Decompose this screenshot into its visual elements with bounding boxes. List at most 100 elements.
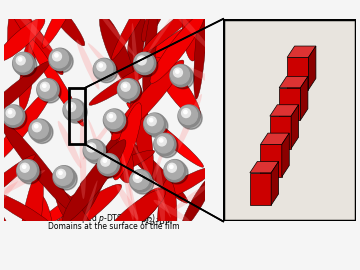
Ellipse shape [28,37,84,126]
Circle shape [144,114,163,133]
Circle shape [67,103,76,112]
Circle shape [167,163,176,172]
Ellipse shape [182,0,200,61]
Ellipse shape [0,155,35,217]
Ellipse shape [0,191,57,232]
Circle shape [156,135,178,158]
Circle shape [94,59,113,78]
Circle shape [180,107,202,129]
Ellipse shape [111,0,170,60]
Ellipse shape [34,194,55,270]
Ellipse shape [111,132,134,183]
Ellipse shape [0,87,53,165]
Circle shape [13,52,35,75]
Polygon shape [287,58,309,90]
Circle shape [146,115,168,137]
Ellipse shape [62,140,126,223]
Text: Domains at the surface of the film: Domains at the surface of the film [48,222,179,231]
Circle shape [98,154,117,173]
Ellipse shape [157,179,177,264]
Circle shape [154,133,176,156]
Bar [69,88,85,144]
Ellipse shape [111,60,184,141]
Circle shape [134,53,153,72]
Circle shape [3,106,22,124]
Circle shape [179,106,198,124]
Circle shape [29,119,51,141]
Ellipse shape [0,170,45,202]
Circle shape [17,160,39,182]
Circle shape [103,159,107,162]
Ellipse shape [143,7,157,97]
Circle shape [64,100,82,119]
Ellipse shape [150,13,205,83]
Circle shape [55,54,58,57]
Circle shape [174,68,183,77]
Circle shape [15,54,37,77]
Ellipse shape [124,161,140,233]
Circle shape [3,105,25,127]
Circle shape [166,162,188,184]
Circle shape [171,65,189,84]
Circle shape [63,99,85,121]
Ellipse shape [28,4,39,60]
Circle shape [97,62,106,71]
Circle shape [164,160,186,182]
Text: Crystallite: Crystallite [280,212,323,221]
Circle shape [31,121,53,143]
Ellipse shape [127,188,163,228]
Ellipse shape [132,23,139,94]
Circle shape [49,48,71,70]
Polygon shape [287,46,316,58]
Circle shape [109,114,113,118]
Circle shape [50,49,68,68]
Circle shape [107,113,116,122]
Ellipse shape [80,150,155,185]
Ellipse shape [19,34,36,111]
Polygon shape [279,76,308,88]
Ellipse shape [0,62,50,133]
Ellipse shape [77,40,99,90]
Circle shape [17,160,36,179]
Circle shape [55,168,77,190]
Circle shape [85,141,107,164]
Polygon shape [279,88,301,120]
Ellipse shape [55,190,98,248]
Circle shape [123,84,127,87]
Circle shape [120,81,142,103]
Circle shape [181,109,190,117]
Circle shape [87,143,96,152]
Ellipse shape [0,164,27,205]
Circle shape [65,101,87,123]
Circle shape [57,169,66,178]
Circle shape [54,166,72,185]
Circle shape [170,165,173,168]
Ellipse shape [77,180,98,242]
Circle shape [159,139,163,142]
Circle shape [5,107,27,129]
Ellipse shape [95,8,135,56]
Circle shape [176,70,179,73]
Circle shape [170,65,192,87]
Ellipse shape [113,103,142,180]
Ellipse shape [194,0,207,99]
Circle shape [18,58,22,61]
Ellipse shape [127,103,204,167]
Ellipse shape [142,0,211,53]
Circle shape [93,58,116,81]
Ellipse shape [122,153,134,220]
Ellipse shape [88,43,130,90]
Circle shape [89,145,93,148]
Ellipse shape [148,141,166,192]
Circle shape [99,64,103,67]
Circle shape [147,117,156,126]
Circle shape [53,52,62,61]
Ellipse shape [29,180,105,233]
Polygon shape [301,76,308,120]
Circle shape [117,79,140,101]
Circle shape [8,110,12,114]
Polygon shape [309,46,316,90]
Circle shape [172,66,194,89]
Text: Wire-shaped $p$-DTS(FBTTh$_2$)$_2$: Wire-shaped $p$-DTS(FBTTh$_2$)$_2$ [48,212,160,225]
Ellipse shape [8,2,54,53]
